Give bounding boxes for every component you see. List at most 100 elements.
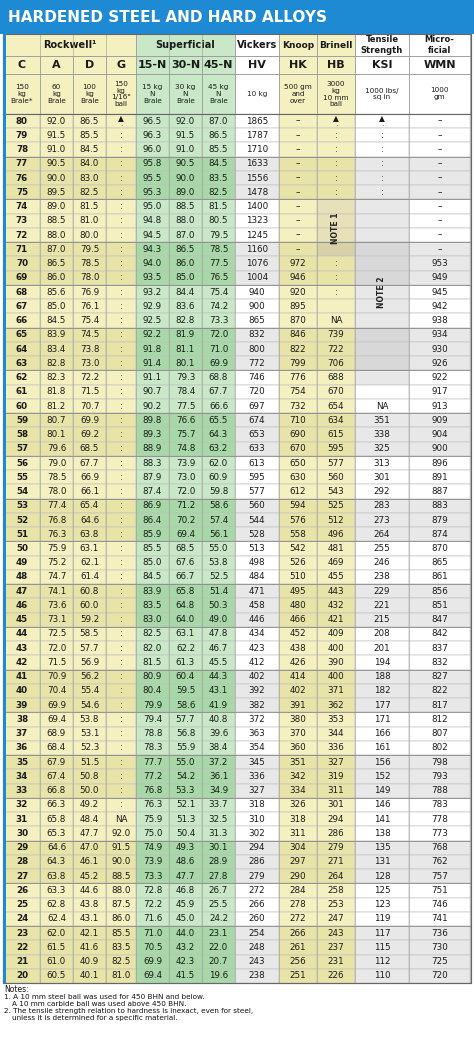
Bar: [136, 684, 169, 698]
Bar: [73, 356, 106, 370]
Bar: [235, 698, 279, 713]
Bar: [4, 784, 40, 798]
Bar: [409, 285, 470, 299]
Bar: [40, 385, 73, 399]
Text: 47: 47: [16, 587, 28, 595]
Bar: [106, 270, 136, 285]
Text: :: :: [119, 373, 122, 383]
Bar: [317, 512, 355, 527]
Text: 65.8: 65.8: [47, 814, 66, 824]
Bar: [317, 56, 355, 74]
Text: 27: 27: [16, 872, 28, 880]
Text: 261: 261: [290, 943, 306, 952]
Text: 237: 237: [328, 943, 345, 952]
Text: 73: 73: [16, 216, 28, 225]
Bar: [355, 228, 409, 242]
Bar: [235, 285, 279, 299]
Bar: [4, 570, 40, 584]
Bar: [279, 527, 317, 542]
Text: :: :: [335, 119, 337, 128]
Text: 55.0: 55.0: [176, 758, 195, 767]
Bar: [106, 56, 136, 74]
Bar: [136, 968, 169, 983]
Text: 85.0: 85.0: [176, 274, 195, 282]
Bar: [4, 840, 40, 855]
Bar: [409, 171, 470, 185]
Text: 1710: 1710: [246, 145, 268, 154]
Text: 46.7: 46.7: [209, 643, 228, 653]
Text: 58.6: 58.6: [209, 501, 228, 510]
Text: 69.4: 69.4: [47, 715, 66, 724]
Text: 71.5: 71.5: [80, 388, 99, 396]
Text: 152: 152: [374, 772, 390, 781]
Bar: [355, 527, 409, 542]
Text: G: G: [117, 60, 126, 70]
Bar: [235, 940, 279, 955]
Text: 226: 226: [328, 971, 344, 980]
Bar: [40, 228, 73, 242]
Bar: [106, 655, 136, 670]
Bar: [4, 926, 40, 940]
Bar: [4, 826, 40, 840]
Bar: [317, 242, 355, 257]
Bar: [40, 413, 73, 428]
Text: 654: 654: [328, 401, 344, 411]
Text: ▲: ▲: [379, 114, 385, 123]
Bar: [409, 713, 470, 726]
Text: 706: 706: [328, 358, 345, 368]
Text: 512: 512: [328, 516, 344, 524]
Bar: [279, 328, 317, 342]
Bar: [4, 641, 40, 655]
Text: 84.4: 84.4: [176, 287, 195, 297]
Bar: [202, 471, 235, 484]
Bar: [73, 370, 106, 385]
Bar: [169, 784, 202, 798]
Text: 68.4: 68.4: [47, 743, 66, 752]
Bar: [136, 270, 169, 285]
Text: 90.0: 90.0: [176, 174, 195, 182]
Bar: [355, 34, 409, 56]
Text: 85.5: 85.5: [143, 544, 162, 553]
Text: 85.5: 85.5: [209, 145, 228, 154]
Text: 949: 949: [431, 274, 448, 282]
Text: 746: 746: [249, 373, 265, 383]
Bar: [317, 912, 355, 926]
Text: 279: 279: [249, 872, 265, 880]
Bar: [106, 912, 136, 926]
Bar: [409, 370, 470, 385]
Bar: [409, 755, 470, 769]
Text: :: :: [119, 358, 122, 368]
Bar: [317, 484, 355, 499]
Bar: [4, 542, 40, 555]
Text: NA: NA: [115, 814, 127, 824]
Bar: [279, 499, 317, 512]
Bar: [317, 285, 355, 299]
Bar: [4, 912, 40, 926]
Bar: [355, 826, 409, 840]
Text: 77: 77: [16, 159, 28, 169]
Bar: [40, 428, 73, 441]
Text: 334: 334: [290, 786, 306, 795]
Text: 81.0: 81.0: [111, 971, 131, 980]
Bar: [169, 542, 202, 555]
Bar: [317, 34, 355, 56]
Bar: [355, 214, 409, 228]
Text: 86.5: 86.5: [47, 259, 66, 268]
Bar: [355, 428, 409, 441]
Bar: [235, 627, 279, 641]
Text: 953: 953: [431, 259, 448, 268]
Bar: [279, 713, 317, 726]
Text: 32: 32: [16, 801, 28, 809]
Bar: [136, 128, 169, 143]
Text: 409: 409: [328, 630, 344, 638]
Text: 59.2: 59.2: [80, 615, 99, 625]
Text: 909: 909: [431, 416, 448, 424]
Text: 65.3: 65.3: [47, 829, 66, 838]
Text: 30 kg
N
Brale: 30 kg N Brale: [175, 84, 196, 104]
Bar: [106, 798, 136, 812]
Bar: [40, 143, 73, 157]
Text: 69.9: 69.9: [209, 358, 228, 368]
Text: :: :: [119, 559, 122, 567]
Text: 260: 260: [249, 915, 265, 923]
Bar: [235, 840, 279, 855]
